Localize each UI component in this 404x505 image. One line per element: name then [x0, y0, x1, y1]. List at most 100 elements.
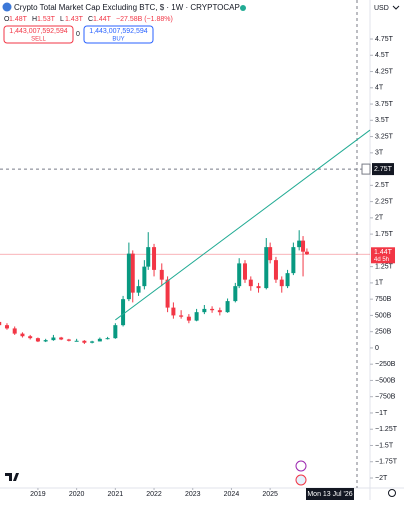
candle-body	[242, 263, 247, 280]
y-tick-label: 1T	[375, 280, 384, 287]
candle-body	[291, 247, 296, 274]
crosshair-label: 2.75T	[374, 166, 393, 173]
candle-body	[130, 253, 135, 293]
y-tick-label: 2.25T	[375, 198, 394, 205]
status-dot[interactable]	[240, 5, 246, 11]
sell-label: SELL	[31, 37, 46, 43]
plot	[0, 0, 371, 488]
candle-body	[273, 260, 278, 280]
candle-body	[20, 333, 25, 337]
event-icon[interactable]	[295, 460, 307, 472]
candle-body	[121, 299, 126, 326]
currency-dropdown[interactable]	[392, 5, 400, 10]
candle-body	[233, 286, 238, 302]
candle-body	[90, 341, 95, 343]
y-tick-label: 4.25T	[375, 68, 394, 75]
candle-body	[12, 328, 17, 334]
candle-body	[82, 340, 87, 343]
y-tick-label: 0	[375, 345, 379, 352]
y-tick-label: 4.75T	[375, 36, 394, 43]
ohlc-value: 1.44T	[93, 16, 112, 23]
candle-body	[59, 337, 64, 340]
candle-body	[202, 308, 207, 313]
buy-label: BUY	[112, 37, 124, 43]
x-tick-label: 2022	[146, 491, 162, 498]
candle-body	[4, 325, 9, 329]
x-tick-label: 2019	[30, 491, 46, 498]
event-icon[interactable]	[295, 474, 307, 486]
candle-body	[217, 310, 222, 313]
countdown: 4d 5h	[374, 257, 389, 263]
y-tick-label: 2T	[375, 215, 384, 222]
y-tick-label: 500B	[375, 312, 392, 319]
currency[interactable]: USD	[374, 5, 389, 12]
title: Crypto Total Market Cap Excluding BTC, $…	[14, 3, 240, 12]
buy-price: 1,443,007,592,594	[89, 28, 147, 35]
ohlc-label: H	[32, 16, 37, 23]
settings-icon[interactable]	[388, 489, 396, 497]
symbol-icon	[2, 2, 12, 12]
y-tick-label: −1.75T	[375, 459, 398, 466]
x-tick-label: 2023	[185, 491, 201, 498]
candle-body	[74, 340, 79, 342]
candle-body	[279, 279, 284, 287]
candle-body	[0, 321, 2, 326]
change: −27.58B (−1.88%)	[116, 16, 173, 23]
candle-body	[152, 247, 157, 270]
candle-body	[256, 286, 261, 289]
candle-body	[297, 240, 302, 248]
x-tick-label: 2020	[69, 491, 85, 498]
candle-body	[171, 307, 176, 316]
crosshair-box	[361, 163, 371, 175]
x-tick-label: 2025	[262, 491, 278, 498]
candle-body	[136, 286, 141, 293]
candle-body	[43, 340, 48, 342]
ohlc-value: 1.48T	[9, 16, 28, 23]
candle-body	[126, 253, 131, 300]
y-tick-label: 1.75T	[375, 231, 394, 238]
candle-body	[113, 325, 118, 339]
y-tick-label: 3.25T	[375, 133, 394, 140]
candle-body	[301, 240, 306, 252]
candle-body	[304, 251, 309, 255]
candle-body	[210, 308, 215, 311]
last-price-bg	[371, 247, 395, 264]
ohlc-value: 1.53T	[37, 16, 56, 23]
y-tick-label: −500B	[375, 377, 396, 384]
candle-body	[35, 338, 40, 342]
y-tick-label: 250B	[375, 329, 392, 336]
y-tick-label: −1.5T	[375, 442, 394, 449]
ohlc-label: L	[60, 16, 64, 23]
candle-body	[159, 269, 164, 280]
candle-body	[28, 336, 33, 339]
last-price-label: 1.44T	[374, 249, 393, 256]
y-tick-label: 750B	[375, 296, 392, 303]
candle-body	[264, 247, 269, 289]
y-tick-label: 3T	[375, 150, 384, 157]
spread: 0	[76, 31, 80, 38]
candle-body	[248, 279, 253, 287]
x-tick-label: 2021	[108, 491, 124, 498]
y-tick-label: −750B	[375, 394, 396, 401]
y-tick-label: 3.5T	[375, 117, 390, 124]
buy-button[interactable]	[83, 25, 154, 44]
y-tick-label: −1T	[375, 410, 388, 417]
candle-body	[194, 312, 199, 321]
y-tick-label: 1.25T	[375, 263, 394, 270]
candle-body	[165, 279, 170, 308]
sell-price: 1,443,007,592,594	[9, 28, 67, 35]
tv-logo[interactable]	[5, 473, 19, 481]
candle-body	[268, 247, 273, 261]
candle-body	[105, 338, 110, 340]
candle-body	[66, 339, 71, 341]
date-label: Mon 13 Jul '26	[307, 491, 352, 498]
y-tick-label: 4T	[375, 85, 384, 92]
candle-body	[225, 301, 230, 313]
sell-button[interactable]	[3, 25, 74, 44]
y-tick-label: 2.5T	[375, 182, 390, 189]
y-tick-label: −250B	[375, 361, 396, 368]
ohlc-legend: O 1.48T H 1.53T L 1.43T C 1.44T −27.58B (−1.88%)	[4, 16, 173, 23]
y-tick-label: −2T	[375, 475, 388, 482]
candle-body	[146, 247, 151, 267]
